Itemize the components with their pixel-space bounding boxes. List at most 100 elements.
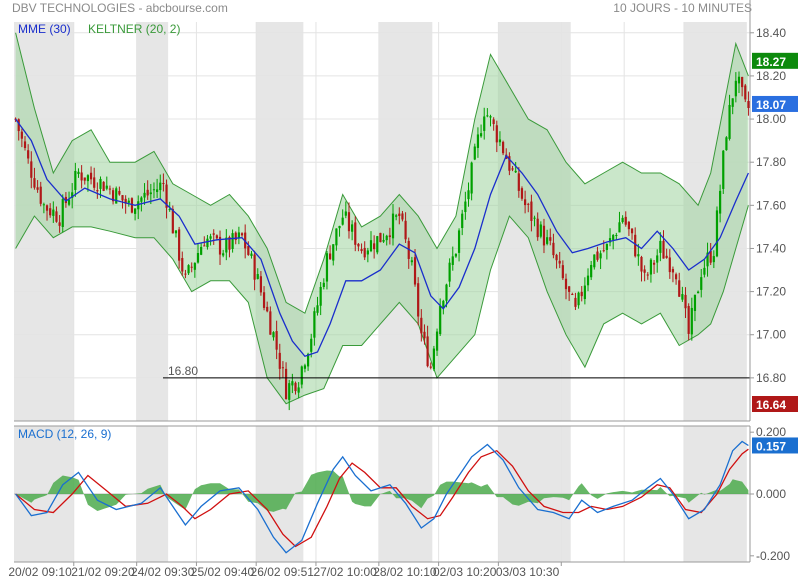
candle-body — [470, 162, 473, 194]
candle-body — [583, 285, 586, 300]
candle-body — [549, 237, 552, 241]
candle-body — [373, 243, 376, 250]
candle-body — [310, 338, 313, 352]
candle-body — [247, 246, 250, 255]
candle-body — [586, 275, 590, 286]
candle-body — [366, 250, 369, 255]
candle-body — [39, 186, 42, 204]
candle-body — [571, 294, 574, 296]
candle-body — [200, 246, 203, 255]
candle-body — [218, 236, 222, 255]
candle-body — [272, 332, 275, 338]
candle-body — [715, 210, 719, 257]
candle-body — [703, 267, 706, 275]
candle-body — [602, 250, 605, 252]
candle-body — [395, 215, 398, 217]
candle-body — [520, 188, 524, 199]
candle-body — [196, 252, 200, 263]
x-tick-label: 25/02 09:40 — [191, 565, 255, 579]
candle-body — [105, 185, 108, 189]
y-tick-label: 17.40 — [756, 241, 786, 255]
candle-body — [536, 218, 539, 238]
candle-body — [111, 190, 115, 202]
x-tick-label: 21/02 09:20 — [71, 565, 135, 579]
candle-body — [410, 260, 413, 263]
candle-body — [621, 217, 624, 223]
candle-body — [250, 253, 253, 256]
candle-body — [539, 224, 542, 237]
candle-body — [234, 232, 237, 241]
candle-body — [634, 234, 637, 257]
candle-body — [74, 170, 77, 190]
candle-body — [206, 238, 209, 248]
candle-body — [351, 224, 354, 232]
candle-body — [552, 242, 555, 256]
candle-body — [530, 201, 533, 221]
candle-body — [508, 156, 511, 171]
candle-body — [379, 232, 382, 243]
last-price-badge: 18.27 — [756, 55, 786, 69]
candle-body — [417, 283, 420, 317]
macd-value-badge-bg — [752, 437, 798, 454]
chart-title: DBV TECHNOLOGIES - abcbourse.com — [12, 1, 228, 15]
candle-body — [524, 199, 527, 206]
support-line-label: 16.80 — [168, 364, 198, 378]
ema-line — [15, 118, 749, 358]
candle-body — [706, 252, 709, 267]
candle-body — [338, 225, 341, 229]
candle-body — [294, 382, 297, 392]
candle-body — [712, 256, 715, 263]
candle-body — [476, 134, 480, 148]
candle-body — [574, 297, 577, 307]
candle-body — [514, 170, 517, 173]
candle-body — [681, 294, 684, 300]
candle-body — [489, 116, 492, 118]
candle-body — [555, 254, 558, 261]
x-tick-label: 27/02 10:00 — [313, 565, 377, 579]
candle-body — [347, 212, 351, 232]
candle-body — [737, 76, 741, 84]
candle-body — [668, 257, 671, 273]
candle-body — [225, 237, 228, 253]
candle-body — [89, 172, 93, 180]
candle-body — [322, 282, 325, 287]
candle-body — [391, 213, 395, 239]
candle-body — [203, 245, 206, 247]
y-tick-label: 18.40 — [756, 26, 786, 40]
candle-body — [593, 254, 596, 268]
candle-body — [187, 265, 190, 274]
candle-body — [209, 236, 212, 239]
candle-body — [27, 150, 30, 159]
y-tick-label: 17.20 — [756, 285, 786, 299]
candle-body — [344, 211, 347, 216]
candle-body — [325, 253, 329, 282]
x-tick-label: 03/03 10:30 — [496, 565, 560, 579]
keltner-band — [15, 32, 749, 404]
keltner-upper — [15, 32, 749, 314]
candle-body — [33, 178, 36, 188]
candle-body — [357, 243, 360, 247]
candle-body — [288, 383, 291, 400]
candle-body — [165, 184, 168, 208]
candle-body — [215, 235, 218, 239]
candle-body — [734, 80, 737, 97]
candle-body — [319, 286, 322, 306]
candle-body — [162, 182, 165, 184]
candle-body — [71, 192, 74, 198]
candle-body — [420, 317, 423, 334]
candle-body — [630, 228, 634, 234]
candle-body — [432, 348, 435, 370]
y-tick-label: 17.60 — [756, 198, 786, 212]
candle-body — [42, 204, 45, 206]
legend-ema: MME (30) — [18, 22, 71, 36]
candle-body — [376, 236, 379, 253]
candle-body — [483, 116, 486, 131]
candle-body — [649, 259, 653, 275]
candle-body — [181, 258, 184, 272]
candle-body — [262, 292, 266, 308]
candle-body — [511, 168, 514, 170]
candle-body — [77, 171, 80, 175]
candle-body — [102, 181, 105, 191]
candle-body — [93, 177, 96, 188]
candle-body — [479, 133, 483, 137]
